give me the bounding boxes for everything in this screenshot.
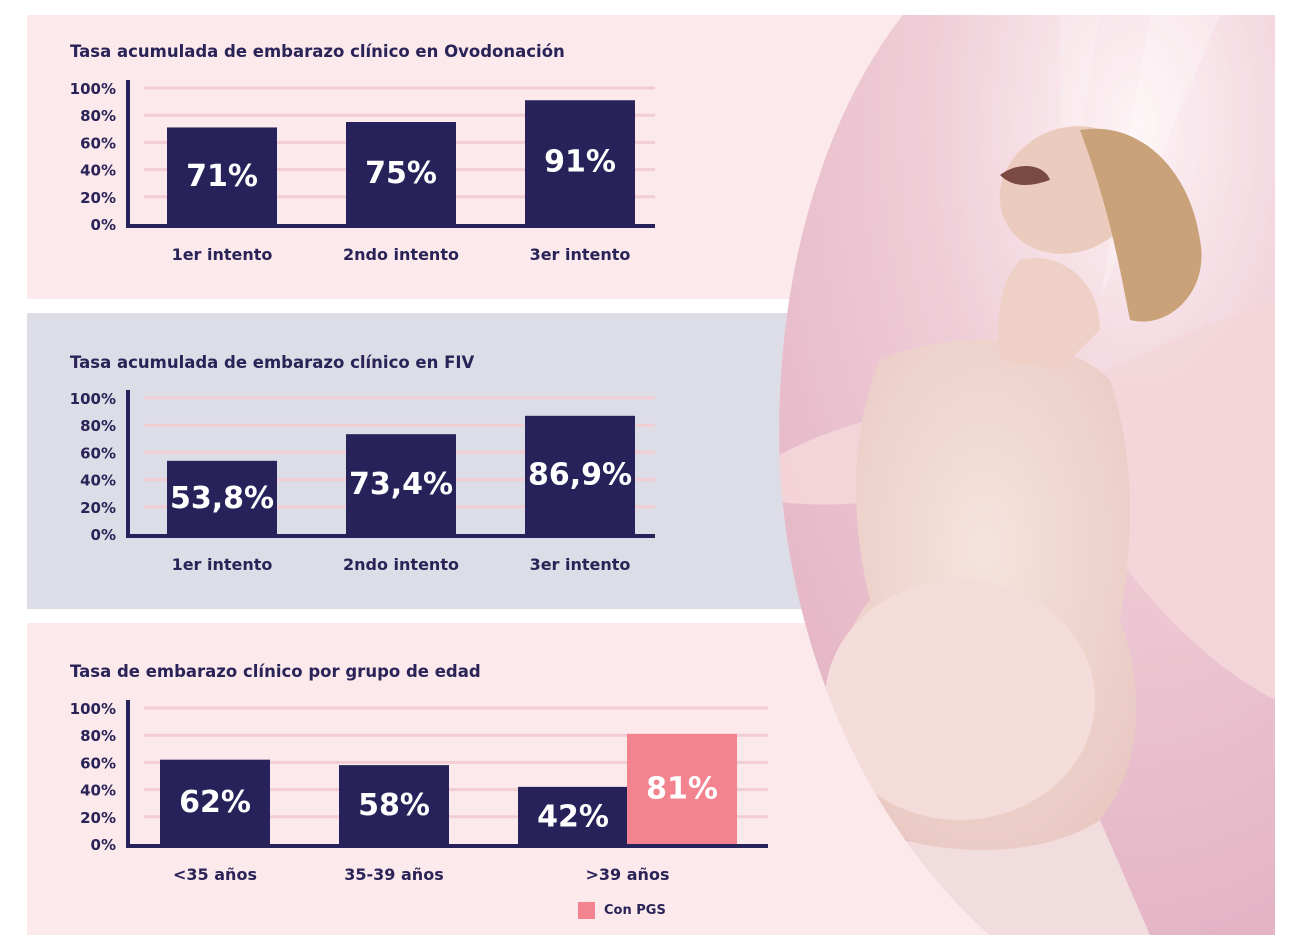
bar <box>525 415 635 534</box>
bar <box>160 759 270 844</box>
x-category-label: 3er intento <box>530 245 631 264</box>
bar-value-label: 42% <box>537 799 609 834</box>
bar-value-label: 81% <box>646 772 718 807</box>
y-tick-label: 60% <box>80 444 116 462</box>
chart-title-fiv: Tasa acumulada de embarazo clínico en FI… <box>70 353 475 372</box>
x-category-label: 1er intento <box>172 555 273 574</box>
y-tick-label: 20% <box>80 809 116 827</box>
y-tick-label: 0% <box>91 836 116 854</box>
legend-label-con-pgs: Con PGS <box>604 903 666 918</box>
legend-swatch-con-pgs <box>578 902 595 919</box>
y-tick-label: 60% <box>80 134 116 152</box>
y-tick-label: 100% <box>70 700 116 718</box>
x-category-label: 2ndo intento <box>343 245 459 264</box>
y-tick-label: 80% <box>80 727 116 745</box>
bar <box>167 460 277 534</box>
chart-title-ovodonacion: Tasa acumulada de embarazo clínico en Ov… <box>70 42 565 61</box>
bar <box>525 100 635 224</box>
bar-value-label: 73,4% <box>349 467 453 502</box>
bar-value-label: 53,8% <box>170 481 274 516</box>
bar <box>339 765 449 844</box>
y-tick-label: 0% <box>91 216 116 234</box>
legend: Con PGS <box>578 902 666 919</box>
y-tick-label: 100% <box>70 80 116 98</box>
x-category-label: 3er intento <box>530 555 631 574</box>
bar-value-label: 86,9% <box>528 458 632 493</box>
bar-value-label: 62% <box>179 785 251 820</box>
bar <box>346 122 456 224</box>
bar-value-label: 91% <box>544 145 616 180</box>
bar-con-pgs <box>627 733 737 844</box>
y-tick-label: 100% <box>70 390 116 408</box>
bar <box>167 127 277 224</box>
chart-title-edad: Tasa de embarazo clínico por grupo de ed… <box>70 662 481 681</box>
y-tick-label: 0% <box>91 526 116 544</box>
y-tick-label: 40% <box>80 782 116 800</box>
bar <box>518 786 628 844</box>
bar <box>346 434 456 534</box>
bar-value-label: 71% <box>186 159 258 194</box>
bar-value-label: 58% <box>358 788 430 823</box>
x-category-label: 35-39 años <box>344 865 443 884</box>
y-tick-label: 40% <box>80 472 116 490</box>
y-tick-label: 40% <box>80 162 116 180</box>
y-tick-label: 80% <box>80 417 116 435</box>
y-tick-label: 20% <box>80 189 116 207</box>
x-category-label: 2ndo intento <box>343 555 459 574</box>
x-category-label: >39 años <box>586 865 670 884</box>
y-tick-label: 80% <box>80 107 116 125</box>
bar-value-label: 75% <box>365 156 437 191</box>
x-category-label: 1er intento <box>172 245 273 264</box>
x-category-label: <35 años <box>173 865 257 884</box>
y-tick-label: 20% <box>80 499 116 517</box>
y-tick-label: 60% <box>80 754 116 772</box>
